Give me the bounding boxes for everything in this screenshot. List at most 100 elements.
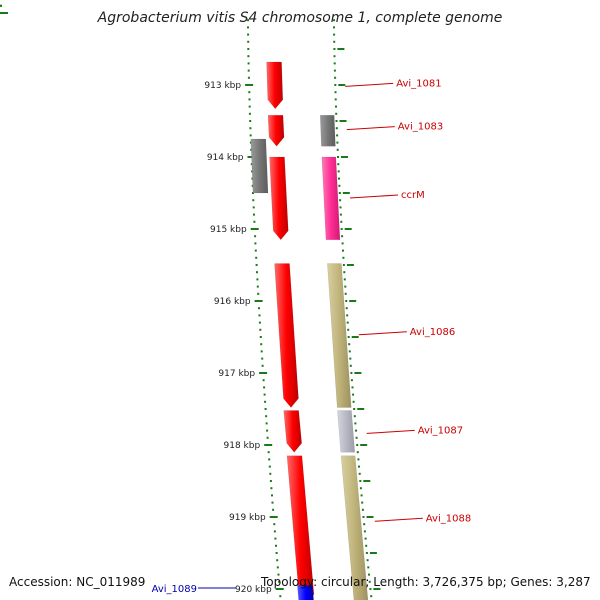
minor-tick xyxy=(247,33,250,36)
minor-tick xyxy=(342,256,345,259)
minor-tick xyxy=(275,552,278,554)
minor-tick xyxy=(260,350,263,353)
label-leader-line xyxy=(349,194,399,199)
minor-tick xyxy=(266,436,269,439)
minor-tick xyxy=(247,55,250,58)
minor-tick xyxy=(347,336,350,338)
minor-tick xyxy=(333,40,336,43)
minor-tick xyxy=(356,444,359,446)
minor-tick xyxy=(247,76,250,79)
minor-tick xyxy=(260,343,263,346)
minor-tick xyxy=(276,566,279,569)
minor-tick xyxy=(349,357,352,360)
minor-tick xyxy=(337,156,339,158)
minor-tick xyxy=(334,84,337,86)
gene-label[interactable]: Avi_1089 xyxy=(152,584,197,595)
minor-tick xyxy=(359,480,362,482)
minor-tick xyxy=(256,271,258,274)
gene-feature[interactable] xyxy=(283,410,302,453)
minor-tick xyxy=(262,379,265,382)
minor-tick xyxy=(254,242,257,245)
gene-feature[interactable] xyxy=(267,114,285,147)
minor-tick xyxy=(257,292,260,295)
tick-label: 919 kbp xyxy=(229,513,266,523)
minor-tick xyxy=(247,26,249,29)
gene-feature[interactable] xyxy=(250,138,269,194)
major-tick xyxy=(264,444,273,446)
minor-tick xyxy=(270,487,273,490)
tick-label: 915 kbp xyxy=(210,225,247,235)
minor-tick xyxy=(365,544,368,547)
tick-label: 913 kbp xyxy=(204,81,241,91)
gene-feature[interactable] xyxy=(319,114,336,147)
gene-label[interactable]: ccrM xyxy=(401,190,425,201)
minor-tick xyxy=(339,206,342,209)
minor-tick xyxy=(366,559,369,562)
minor-tick xyxy=(364,537,367,540)
major-tick xyxy=(245,84,254,86)
minor-tick xyxy=(335,112,338,115)
minor-tick xyxy=(0,4,2,7)
major-tick xyxy=(0,12,8,14)
gene-label[interactable]: Avi_1086 xyxy=(410,327,455,338)
label-leader-line xyxy=(346,126,395,131)
minor-tick xyxy=(337,163,340,166)
minor-tick xyxy=(354,422,357,425)
minor-tick xyxy=(253,213,255,216)
minor-tick xyxy=(353,408,356,410)
minor-tick xyxy=(276,559,279,562)
minor-tick xyxy=(273,530,276,533)
major-tick xyxy=(269,516,278,518)
label-leader-line xyxy=(345,82,394,87)
gene-label[interactable]: Avi_1088 xyxy=(426,513,471,524)
gene-feature[interactable] xyxy=(327,263,352,408)
medium-tick xyxy=(341,156,348,158)
minor-tick xyxy=(334,76,337,79)
minor-tick xyxy=(358,465,360,468)
minor-tick xyxy=(252,192,254,194)
gene-label[interactable]: Avi_1081 xyxy=(396,78,441,89)
minor-tick xyxy=(258,314,261,317)
minor-tick xyxy=(333,69,336,72)
gene-feature[interactable] xyxy=(266,61,284,110)
minor-tick xyxy=(249,141,252,144)
gene-label[interactable]: Avi_1083 xyxy=(398,122,443,133)
minor-tick xyxy=(368,573,370,576)
gene-label[interactable]: Avi_1087 xyxy=(418,425,463,436)
minor-tick xyxy=(261,364,264,367)
minor-tick xyxy=(350,372,353,374)
gene-feature[interactable] xyxy=(297,585,314,600)
minor-tick xyxy=(266,429,269,432)
minor-tick xyxy=(256,278,259,281)
minor-tick xyxy=(273,523,276,526)
minor-tick xyxy=(355,436,358,439)
minor-tick xyxy=(335,127,338,130)
minor-tick xyxy=(251,177,254,180)
minor-tick xyxy=(248,105,251,108)
minor-tick xyxy=(255,256,258,259)
minor-tick xyxy=(336,148,339,151)
minor-tick xyxy=(255,264,258,266)
minor-tick xyxy=(251,184,254,187)
minor-tick xyxy=(345,307,348,310)
gene-feature[interactable] xyxy=(274,263,299,408)
minor-tick xyxy=(248,112,251,115)
minor-tick xyxy=(277,573,280,576)
tick-label: 920 kbp xyxy=(235,585,272,595)
minor-tick xyxy=(342,264,345,266)
minor-tick xyxy=(363,523,366,526)
gene-feature[interactable] xyxy=(321,156,341,241)
minor-tick xyxy=(334,91,337,94)
minor-tick xyxy=(355,429,357,432)
minor-tick xyxy=(333,33,336,36)
map-title: Agrobacterium vitis S4 chromosome 1, com… xyxy=(97,10,503,26)
medium-tick xyxy=(349,300,357,302)
minor-tick xyxy=(353,415,356,418)
minor-tick xyxy=(278,580,281,583)
gene-feature[interactable] xyxy=(340,455,369,600)
medium-tick xyxy=(337,48,345,50)
gene-feature[interactable] xyxy=(337,410,356,453)
minor-tick xyxy=(252,199,255,202)
minor-tick xyxy=(348,350,351,353)
gene-feature[interactable] xyxy=(269,156,289,241)
